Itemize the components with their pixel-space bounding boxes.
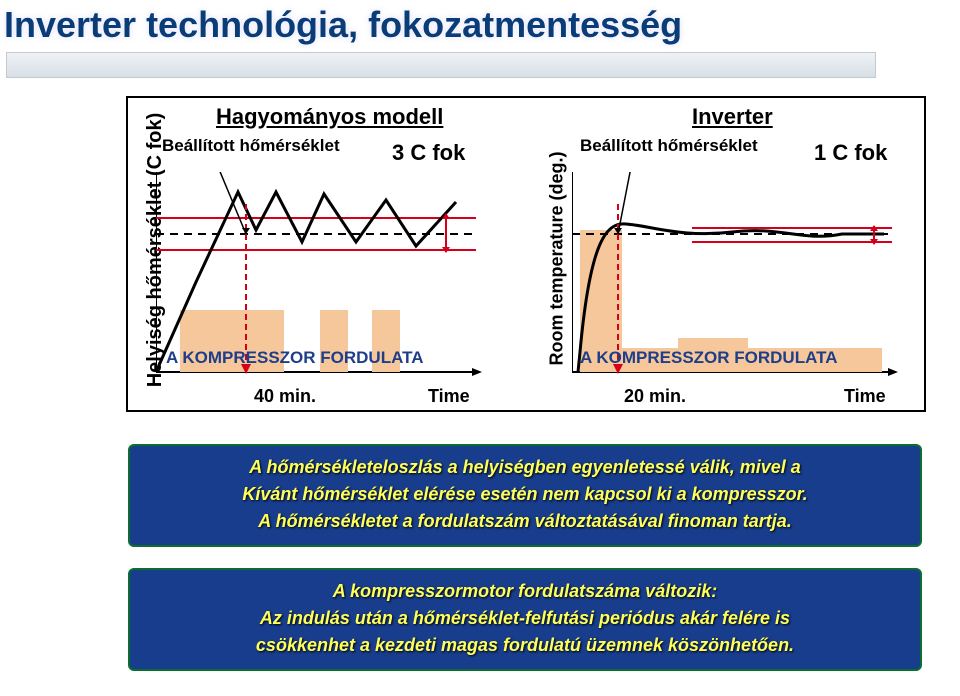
- info-box-1: A hőmérsékleteloszlás a helyiségben egye…: [128, 444, 922, 547]
- chart-frame: Helyiség hőmérséklet (C fok) Room temper…: [126, 96, 926, 412]
- right-tolerance: 1 C fok: [814, 140, 887, 166]
- box2-line2: Az indulás után a hőmérséklet-felfutási …: [144, 605, 906, 632]
- left-set-label: Beállított hőmérséklet: [162, 136, 340, 156]
- right-set-label: Beállított hőmérséklet: [580, 136, 758, 156]
- right-bottom-value: 20 min.: [624, 386, 686, 407]
- title-bar: [6, 52, 876, 78]
- box2-line3: csökkenhet a kezdeti magas fordulatú üze…: [144, 632, 906, 659]
- left-tolerance: 3 C fok: [392, 140, 465, 166]
- left-bottom-axis: Time: [428, 386, 470, 407]
- left-bottom-value: 40 min.: [254, 386, 316, 407]
- box2-line1: A kompresszormotor fordulatszáma változi…: [144, 578, 906, 605]
- right-bottom-axis: Time: [844, 386, 886, 407]
- left-compressor-label: A KOMPRESSZOR FORDULATA: [166, 348, 424, 368]
- left-heading: Hagyományos modell: [216, 104, 443, 130]
- right-y-axis-label: Room temperature (deg.): [547, 151, 568, 365]
- box1-line3: A hőmérsékletet a fordulatszám változtat…: [144, 508, 906, 535]
- right-compressor-label: A KOMPRESSZOR FORDULATA: [580, 348, 838, 368]
- info-box-2: A kompresszormotor fordulatszáma változi…: [128, 568, 922, 671]
- box1-line2: Kívánt hőmérséklet elérése esetén nem ka…: [144, 481, 906, 508]
- page-title: Inverter technológia, fokozatmentesség: [4, 4, 956, 46]
- right-heading: Inverter: [692, 104, 773, 130]
- right-y-axis-text: Room temperature (deg.): [547, 151, 567, 365]
- box1-line1: A hőmérsékleteloszlás a helyiségben egye…: [144, 454, 906, 481]
